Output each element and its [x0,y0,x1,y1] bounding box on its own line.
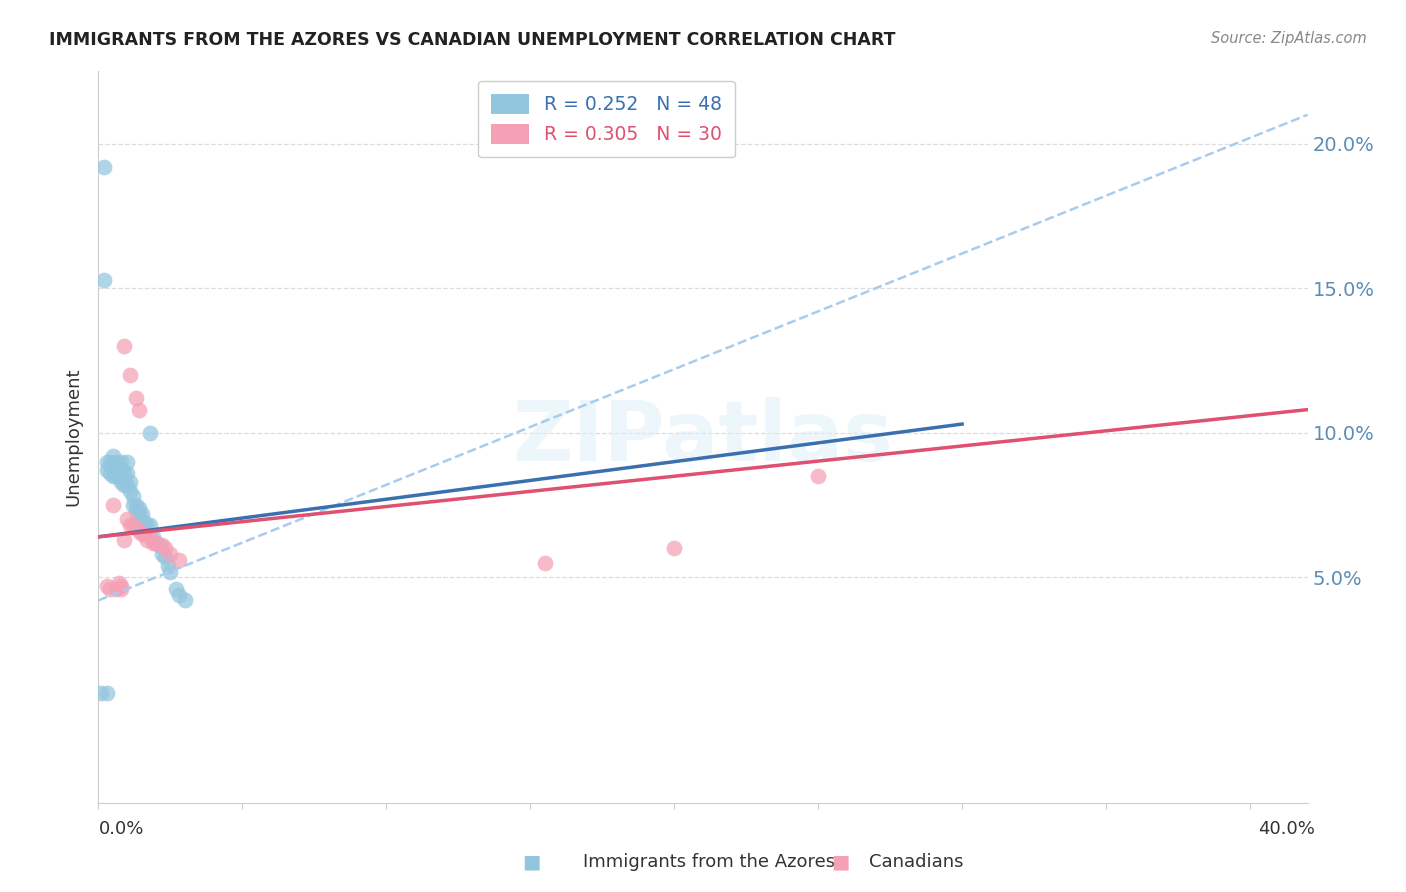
Point [115,455,138,469]
Point [128,500,150,515]
Point [98,582,121,596]
Point [125,498,148,512]
Point [115,512,138,526]
Point [128,507,150,521]
Point [122,518,145,533]
Point [120,475,142,489]
Point [110,463,132,477]
Legend: R = 0.252   N = 48, R = 0.305   N = 30: R = 0.252 N = 48, R = 0.305 N = 30 [478,81,735,157]
Point [101,498,124,512]
Point [110,455,132,469]
Text: 40.0%: 40.0% [1258,820,1315,838]
Text: IMMIGRANTS FROM THE AZORES VS CANADIAN UNEMPLOYMENT CORRELATION CHART: IMMIGRANTS FROM THE AZORES VS CANADIAN U… [49,31,896,49]
Point [122,489,145,503]
Point [93,160,115,174]
Point [173,593,195,607]
Point [167,588,190,602]
Point [128,524,150,538]
Point [153,550,176,565]
Point [112,339,135,353]
Point [131,527,153,541]
Point [112,477,135,491]
Point [96,455,118,469]
Point [134,527,156,541]
Point [98,467,121,481]
Point [90,686,112,700]
Point [156,558,179,573]
Point [139,425,162,440]
Point [159,565,181,579]
Point [142,535,165,549]
Point [134,516,156,530]
Point [115,467,138,481]
Point [150,547,173,561]
Point [122,498,145,512]
Text: Canadians: Canadians [869,853,963,871]
Point [104,469,127,483]
Point [150,539,173,553]
Point [136,518,159,533]
Point [98,455,121,469]
Point [112,467,135,481]
Point [107,469,129,483]
Point [139,518,162,533]
Point [101,460,124,475]
Point [104,582,127,596]
Point [533,556,555,570]
Y-axis label: Unemployment: Unemployment [65,368,83,507]
Point [128,402,150,417]
Point [131,507,153,521]
Point [136,533,159,547]
Point [120,518,142,533]
Point [107,576,129,591]
Point [139,530,162,544]
Point [664,541,686,556]
Point [96,579,118,593]
Point [142,530,165,544]
Point [93,272,115,286]
Text: ■: ■ [522,852,541,871]
Point [96,686,118,700]
Point [104,463,127,477]
Text: ZIPatlas: ZIPatlas [513,397,893,477]
Point [125,504,148,518]
Point [107,460,129,475]
Point [112,533,135,547]
Point [165,582,187,596]
Point [104,455,127,469]
Point [101,469,124,483]
Point [120,483,142,498]
Point [167,553,190,567]
Point [101,449,124,463]
Point [125,391,148,405]
Point [131,516,153,530]
Text: Immigrants from the Azores: Immigrants from the Azores [583,853,835,871]
Point [110,579,132,593]
Point [125,521,148,535]
Point [148,539,170,553]
Point [96,463,118,477]
Point [120,368,142,382]
Text: 0.0%: 0.0% [98,820,143,838]
Point [145,535,167,549]
Point [110,475,132,489]
Point [807,469,830,483]
Text: Source: ZipAtlas.com: Source: ZipAtlas.com [1211,31,1367,46]
Point [115,477,138,491]
Point [110,582,132,596]
Point [159,547,181,561]
Point [153,541,176,556]
Text: ■: ■ [831,852,851,871]
Point [145,535,167,549]
